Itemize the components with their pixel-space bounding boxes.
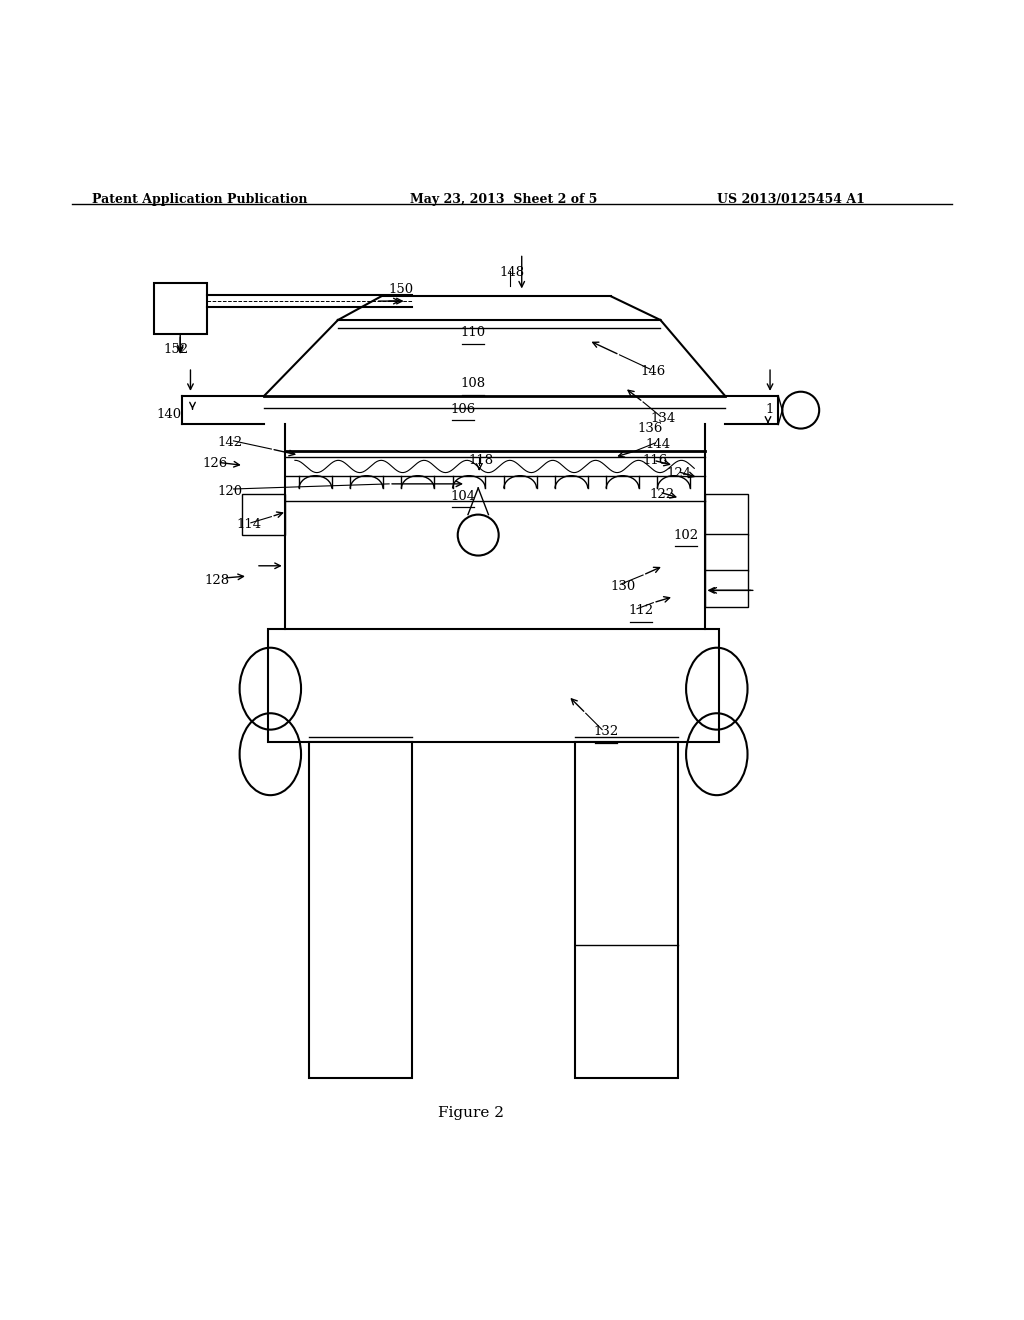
Text: 112: 112: [629, 605, 653, 618]
Text: 104: 104: [451, 490, 475, 503]
Text: 132: 132: [594, 725, 618, 738]
Text: 124: 124: [667, 467, 691, 480]
Bar: [575, 742, 678, 1078]
Bar: [705, 494, 748, 535]
Text: 148: 148: [500, 267, 524, 280]
Text: 134: 134: [651, 412, 676, 425]
Text: 146: 146: [641, 364, 666, 378]
Text: 108: 108: [461, 378, 485, 389]
Bar: [705, 570, 748, 607]
Bar: [154, 284, 207, 334]
Text: 120: 120: [218, 484, 243, 498]
Text: 150: 150: [389, 282, 414, 296]
Bar: [309, 742, 412, 1078]
Text: 130: 130: [610, 579, 635, 593]
Text: Figure 2: Figure 2: [438, 1106, 504, 1119]
Text: 106: 106: [451, 403, 475, 416]
Text: 122: 122: [649, 487, 674, 500]
Bar: [268, 630, 719, 742]
Text: 118: 118: [469, 454, 494, 467]
Text: 144: 144: [646, 438, 671, 451]
Text: 142: 142: [218, 437, 243, 449]
Text: 126: 126: [203, 457, 227, 470]
Text: 152: 152: [164, 343, 188, 356]
Text: 1: 1: [766, 403, 774, 416]
Text: Patent Application Publication: Patent Application Publication: [92, 193, 307, 206]
Text: 128: 128: [205, 574, 229, 586]
Text: 102: 102: [674, 528, 698, 541]
Text: May 23, 2013  Sheet 2 of 5: May 23, 2013 Sheet 2 of 5: [410, 193, 597, 206]
Text: 114: 114: [237, 519, 261, 532]
Text: US 2013/0125454 A1: US 2013/0125454 A1: [717, 193, 864, 206]
Bar: [242, 494, 285, 535]
Text: 140: 140: [157, 408, 181, 421]
Bar: [705, 535, 748, 572]
Text: 136: 136: [638, 422, 663, 436]
Text: 116: 116: [643, 454, 668, 467]
Text: 110: 110: [461, 326, 485, 339]
